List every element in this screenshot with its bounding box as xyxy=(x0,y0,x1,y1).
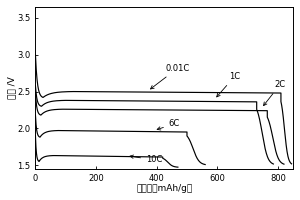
X-axis label: 比容量（mAh/g）: 比容量（mAh/g） xyxy=(136,184,192,193)
Text: 6C: 6C xyxy=(157,119,180,130)
Text: 0.01C: 0.01C xyxy=(151,64,190,89)
Text: 2C: 2C xyxy=(263,80,286,106)
Text: 10C: 10C xyxy=(130,155,162,164)
Text: 1C: 1C xyxy=(217,72,241,97)
Y-axis label: 电压 /V: 电压 /V xyxy=(7,76,16,99)
